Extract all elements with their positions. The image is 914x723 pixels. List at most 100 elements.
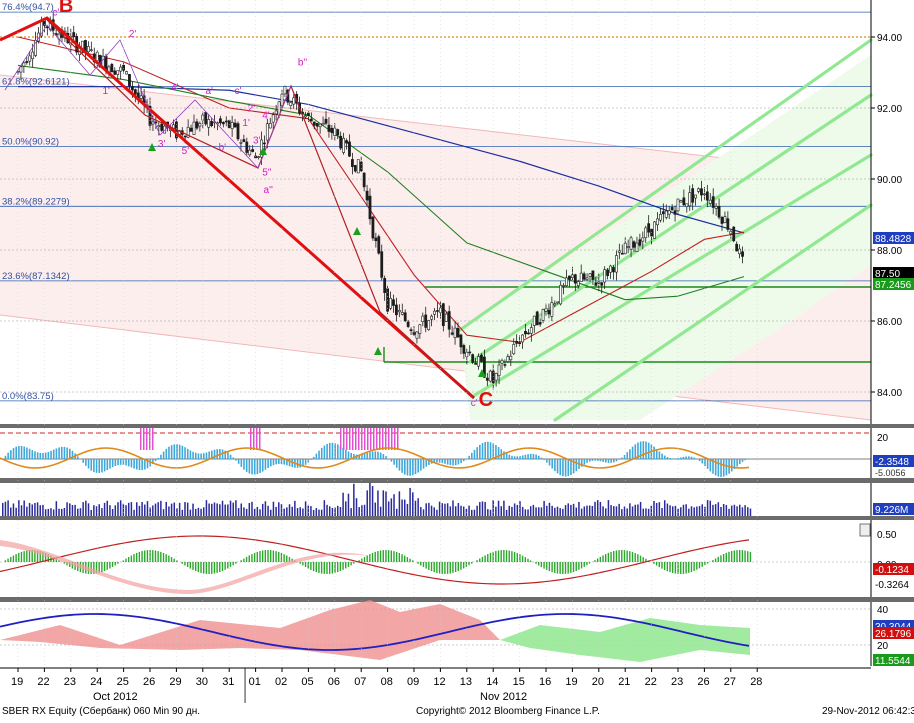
volume-bar: [613, 506, 615, 516]
volume-bar: [227, 504, 229, 516]
macd-bar: [444, 562, 446, 574]
volume-bar: [224, 504, 226, 516]
macd-bar: [28, 550, 31, 562]
volume-bar: [60, 508, 63, 516]
oscillator-bar: [497, 447, 500, 459]
oscillator-bar: [82, 459, 84, 463]
price-axis-label: 94.00: [877, 33, 902, 44]
volume-bar: [570, 504, 572, 516]
macd-bar: [642, 557, 644, 562]
volume-bar: [203, 507, 205, 516]
candle-body: [603, 269, 607, 283]
oscillator-bar: [709, 459, 712, 472]
candle-body: [265, 123, 269, 141]
volume-bar: [666, 503, 669, 516]
oscillator-bar: [315, 453, 318, 459]
volume-bar: [532, 504, 535, 516]
candle-body: [606, 269, 610, 276]
oscillator-axis-label: 20: [877, 433, 889, 444]
macd-bar: [519, 554, 521, 562]
oscillator-bar: [288, 459, 291, 467]
oscillator-bar: [186, 448, 189, 459]
volume-bar: [165, 501, 167, 516]
macd-bar: [184, 562, 186, 566]
volume-bar: [42, 504, 44, 516]
volume-bar: [586, 505, 588, 516]
x-axis-label: 31: [222, 676, 234, 688]
macd-bar: [623, 550, 626, 562]
oscillator-bar: [647, 442, 650, 459]
copyright-text: Copyright© 2012 Bloomberg Finance L.P.: [416, 706, 600, 717]
macd-bar: [240, 560, 242, 562]
oscillator-bar: [213, 449, 216, 459]
volume-bar: [556, 506, 559, 516]
volume-tag-text: 9.226M: [875, 505, 908, 516]
candle-body: [711, 196, 715, 208]
volume-bar: [621, 509, 623, 516]
macd-bar: [596, 558, 599, 562]
volume-bar: [87, 503, 90, 516]
volume-bar: [256, 506, 259, 516]
volume-bar: [127, 502, 130, 516]
wave-label-b: b': [219, 143, 227, 154]
wave-label-c: c': [234, 86, 241, 97]
oscillator-bar: [404, 459, 406, 475]
wave-label-1: 1': [242, 118, 250, 129]
signal-triangle: [478, 369, 486, 377]
candle-body: [436, 310, 439, 312]
volume-bar: [82, 502, 84, 516]
volume-bar: [658, 502, 661, 516]
macd-bar: [173, 558, 175, 562]
volume-bar: [98, 504, 100, 516]
volume-bar: [320, 509, 323, 516]
volume-bar: [433, 507, 435, 516]
macd-bar: [387, 550, 390, 562]
macd-bar: [714, 558, 717, 562]
volume-bar: [369, 482, 371, 516]
candle-body: [433, 310, 436, 315]
macd-bar: [320, 562, 323, 574]
candle-body: [318, 123, 322, 128]
oscillator-bar: [52, 449, 55, 459]
macd-bar: [508, 550, 510, 562]
candle-body: [394, 304, 398, 316]
oscillator-bar: [390, 459, 393, 462]
volume-bar: [125, 505, 127, 516]
oscillator-bar: [653, 446, 655, 459]
volume-bar: [259, 509, 261, 516]
macd-bar: [186, 562, 189, 568]
x-axis-label: 26: [143, 676, 155, 688]
macd-axis-label: 0.50: [877, 530, 897, 541]
x-axis-label: 19: [565, 676, 577, 688]
macd-bar: [10, 557, 12, 562]
oscillator-bar: [556, 459, 559, 474]
volume-bar: [77, 508, 79, 516]
oscillator-bar: [245, 459, 248, 472]
candle-body: [450, 332, 454, 335]
oscillator-bar: [358, 454, 361, 459]
oscillator-bar: [473, 449, 476, 459]
volume-bar: [382, 490, 385, 516]
macd-bar: [157, 551, 159, 562]
volume-bar: [270, 509, 272, 516]
candle-body: [547, 310, 551, 315]
macd-bar: [307, 562, 309, 569]
oscillator-extreme-bar: [343, 428, 345, 450]
volume-bar: [23, 500, 25, 516]
candle-body: [509, 355, 513, 361]
macd-bar: [583, 562, 585, 567]
macd-bar: [747, 551, 749, 562]
volume-bar: [245, 508, 248, 516]
oscillator-bar: [596, 459, 599, 461]
volume-bar: [280, 504, 283, 516]
oscillator-bar: [481, 443, 484, 459]
volume-bar: [318, 509, 320, 516]
x-axis-label: 30: [196, 676, 208, 688]
volume-bar: [211, 503, 213, 516]
candle-body: [597, 281, 601, 284]
oscillator-bar: [20, 445, 23, 459]
candle-body: [221, 122, 225, 125]
candle-body: [664, 210, 668, 218]
oscillator-bar: [28, 448, 31, 459]
x-axis-label: 09: [407, 676, 419, 688]
